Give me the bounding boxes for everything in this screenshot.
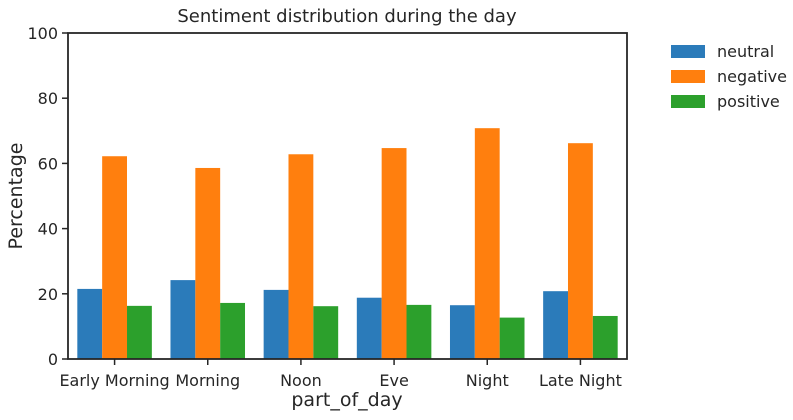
plot-frame [67,32,628,360]
x-tick-label: Morning [175,371,240,390]
bar-neutral-late-night [543,291,568,359]
x-axis-label: part_of_day [291,389,402,411]
x-tick-label: Eve [379,371,408,390]
bar-positive-early-morning [127,305,152,359]
bar-positive-noon [313,306,339,359]
bar-negative-eve [381,148,407,359]
legend-label-negative: negative [717,67,787,86]
bar-neutral-noon [263,289,289,359]
bar-positive-night [499,317,525,359]
y-axis-label: Percentage [5,143,27,250]
legend-swatch-neutral [671,45,705,58]
legend-label-neutral: neutral [717,42,774,61]
y-tick-label: 80 [38,89,58,108]
bars-group [77,128,618,359]
chart-title: Sentiment distribution during the day [177,6,517,27]
bar-positive-late-night [592,315,618,359]
bar-neutral-morning [170,280,196,359]
y-tick-label: 100 [27,24,58,43]
x-tick-label: Late Night [539,371,622,390]
y-axis: 0 20 40 60 80 100 [27,24,68,369]
bar-negative-morning [195,167,221,359]
bar-positive-morning [220,302,246,359]
bar-positive-eve [406,304,432,359]
bar-negative-noon [288,154,314,359]
bar-negative-late-night [567,143,593,359]
bar-negative-early-morning [102,156,127,359]
legend-swatch-negative [671,70,705,83]
y-tick-label: 40 [38,220,58,239]
y-tick-label: 60 [38,154,58,173]
x-tick-label: Noon [280,371,322,390]
bar-neutral-eve [356,297,382,359]
legend-label-positive: positive [717,92,780,111]
bar-neutral-night [449,305,475,359]
y-tick-label: 0 [48,350,58,369]
x-tick-label: Night [466,371,509,390]
legend: neutral negative positive [671,42,787,111]
x-tick-label: Early Morning [59,371,169,390]
y-tick-label: 20 [38,285,58,304]
x-axis: Early Morning Morning Noon Eve Night Late Nig… [59,359,622,390]
bar-negative-night [474,128,500,359]
bar-neutral-early-morning [77,288,103,359]
legend-swatch-positive [671,95,705,108]
